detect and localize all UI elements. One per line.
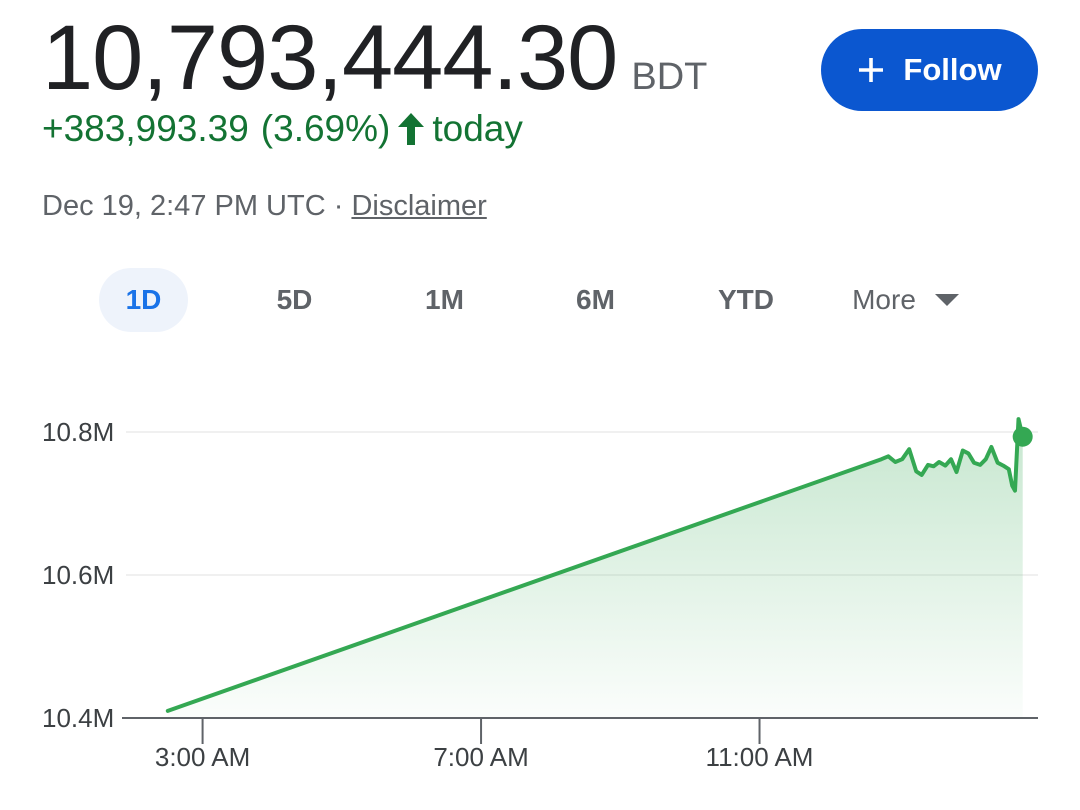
price-series-line <box>165 417 1025 713</box>
price-row: 10,793,444.30 BDT <box>42 6 707 111</box>
price-change-row: +383,993.39 (3.69%) today <box>42 108 523 150</box>
current-price-point <box>1012 426 1033 447</box>
range-tabs: 1D 5D 1M 6M YTD More <box>0 268 1080 332</box>
follow-button-label: Follow <box>903 52 1002 87</box>
tab-5d[interactable]: 5D <box>250 268 339 332</box>
x-tick-label: 3:00 AM <box>155 742 250 772</box>
price-change-percent: (3.69%) <box>260 108 391 149</box>
tab-label: 1D <box>125 284 162 315</box>
tab-6m[interactable]: 6M <box>551 268 640 332</box>
price-change-amount: +383,993.39 <box>42 108 249 149</box>
disclaimer-link[interactable]: Disclaimer <box>351 190 487 222</box>
tab-1m[interactable]: 1M <box>400 268 489 332</box>
timestamp-text: Dec 19, 2:47 PM UTC · <box>42 190 352 222</box>
tab-more[interactable]: More <box>836 268 976 332</box>
y-tick-label: 10.6M <box>42 560 114 590</box>
tab-label: 5D <box>276 284 313 315</box>
tab-label: YTD <box>718 284 774 315</box>
tab-label: 1M <box>425 284 464 315</box>
tab-label: 6M <box>576 284 615 315</box>
price-area-fill <box>167 419 1023 718</box>
tab-label: More <box>852 284 916 315</box>
current-price: 10,793,444.30 <box>42 7 618 109</box>
tab-ytd[interactable]: YTD <box>696 268 796 332</box>
plus-icon <box>857 56 885 84</box>
currency-code: BDT <box>631 56 708 98</box>
caret-down-icon <box>934 293 960 307</box>
tab-1d[interactable]: 1D <box>99 268 188 332</box>
y-tick-label: 10.8M <box>42 417 114 447</box>
price-change-period: today <box>432 108 523 149</box>
arrow-up-icon <box>396 111 426 147</box>
follow-button[interactable]: Follow <box>821 29 1038 111</box>
quote-timestamp: Dec 19, 2:47 PM UTC · Disclaimer <box>42 190 487 223</box>
x-tick-label: 7:00 AM <box>433 742 528 772</box>
y-tick-label: 10.4M <box>42 703 114 733</box>
x-tick-label: 11:00 AM <box>706 742 814 772</box>
